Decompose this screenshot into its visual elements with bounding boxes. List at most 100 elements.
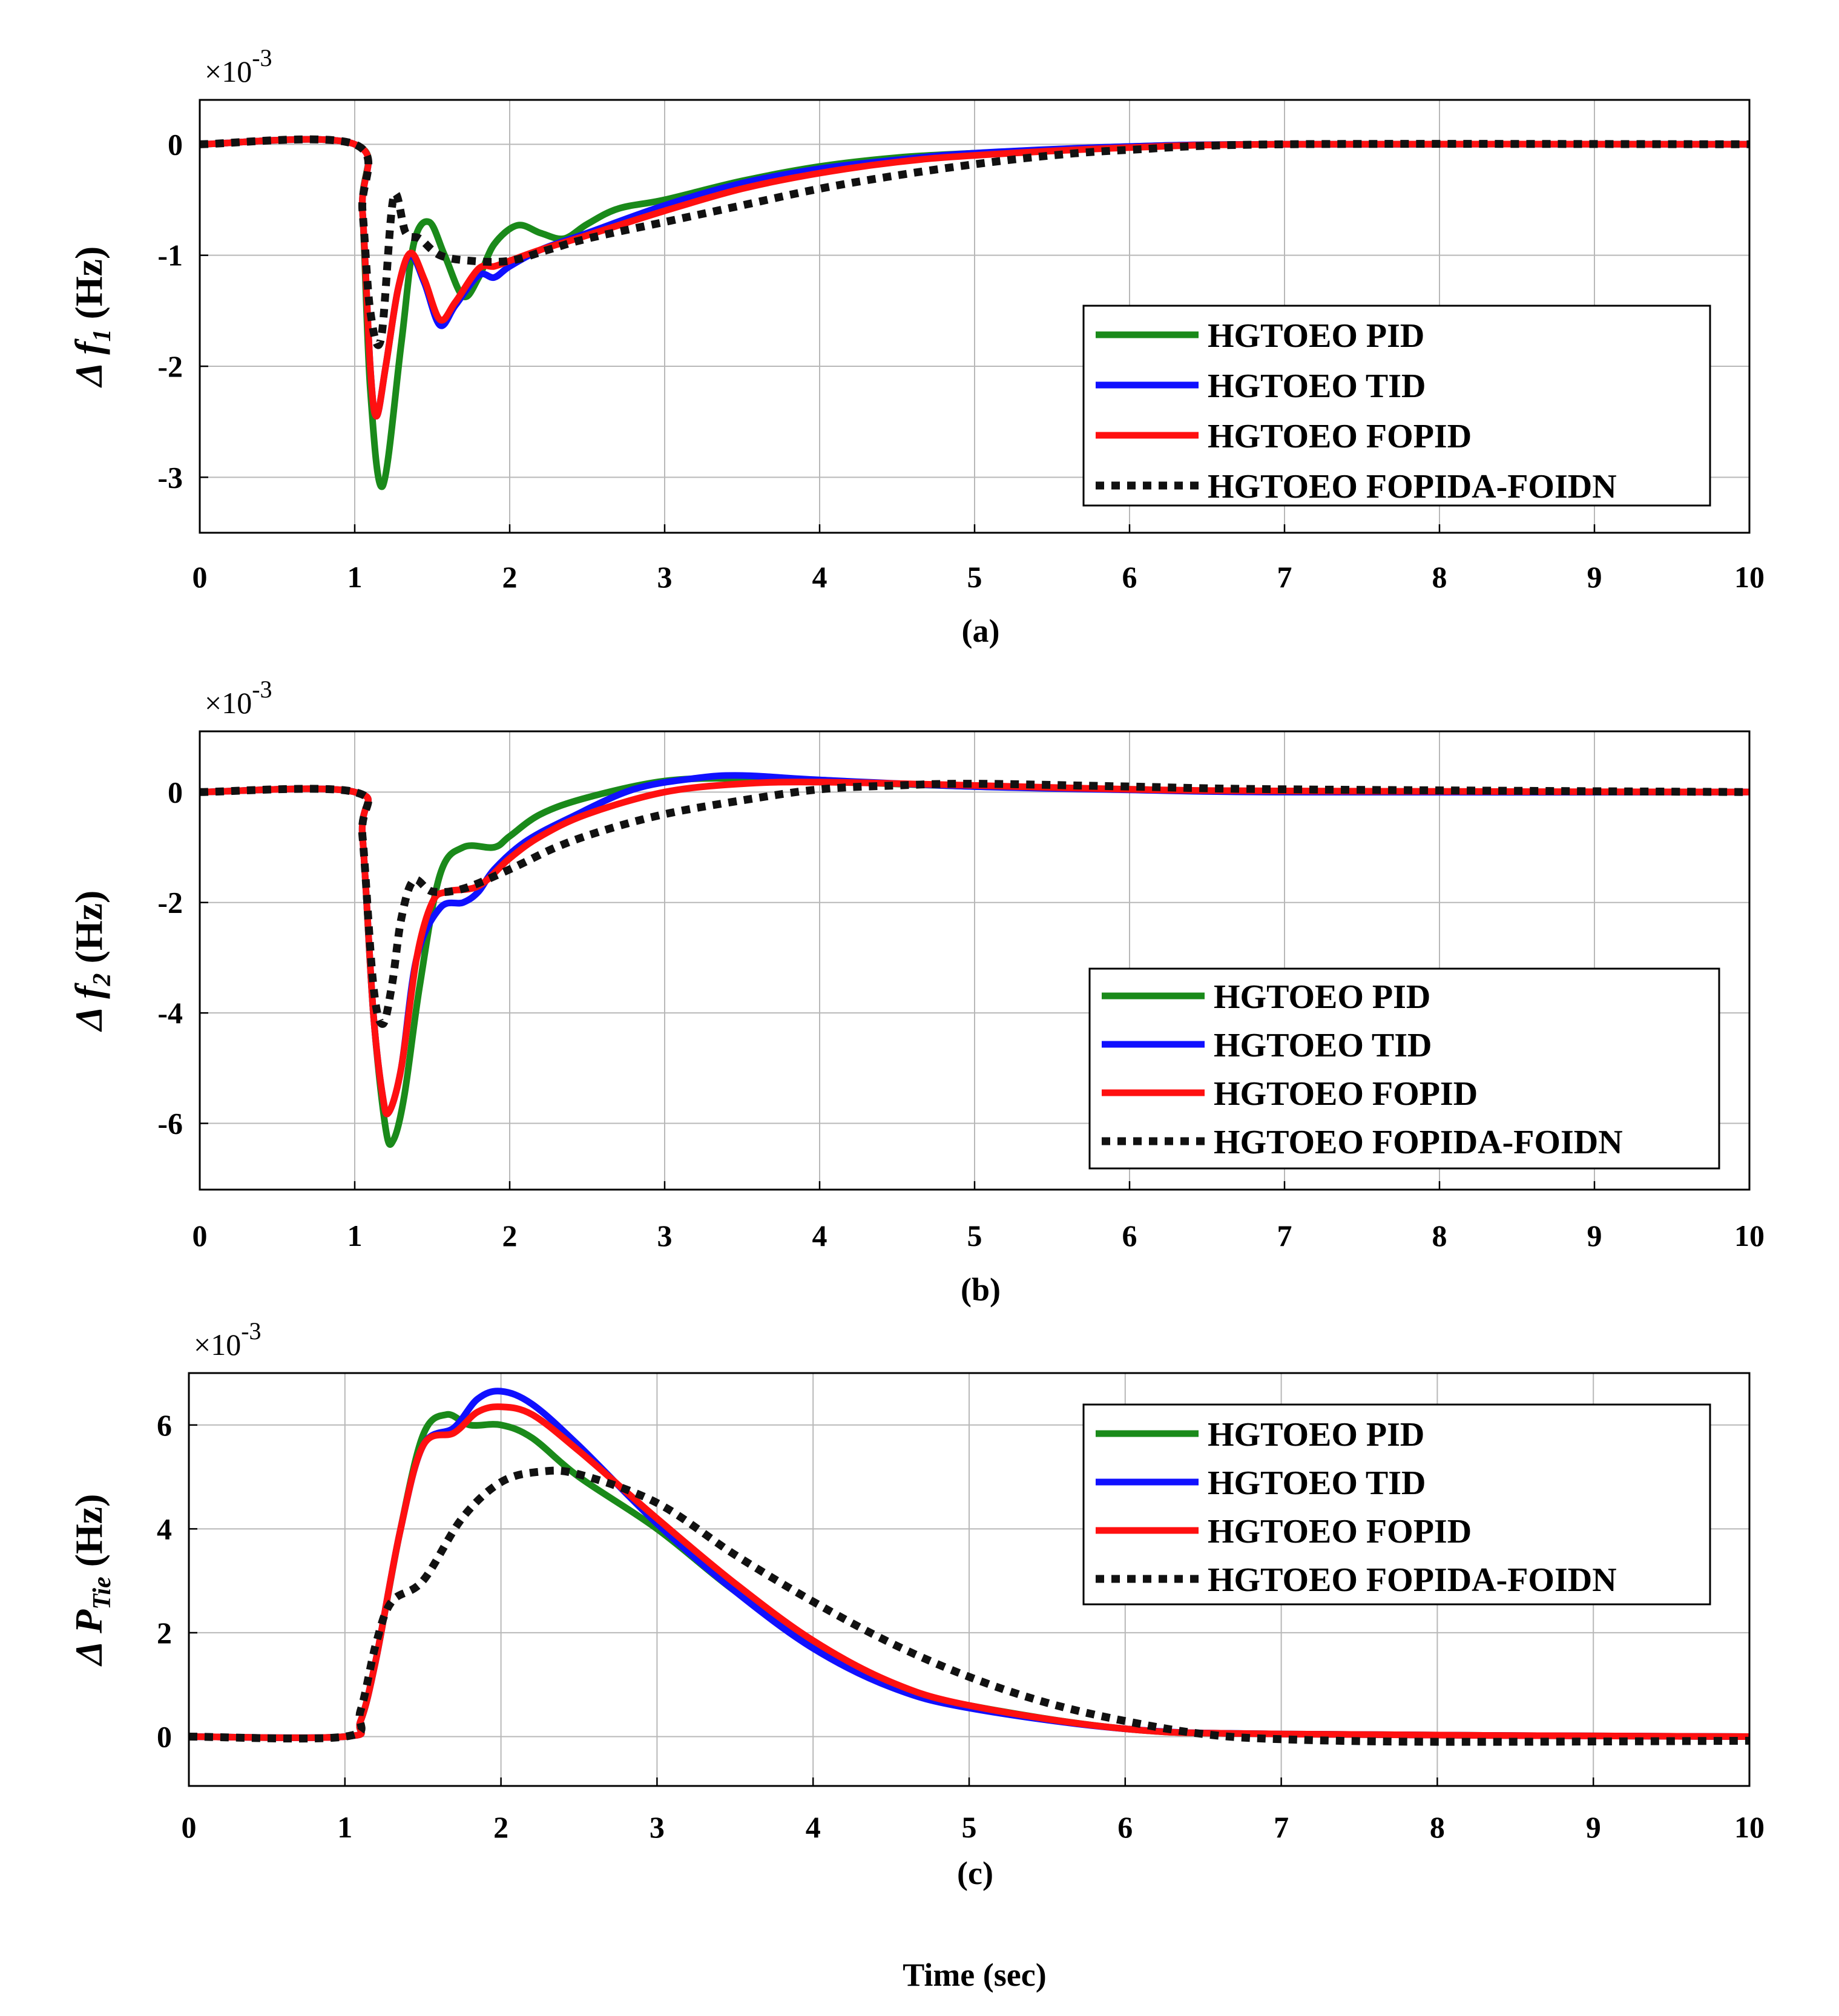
y-tick-label: 0 (168, 775, 183, 809)
x-tick-label: 4 (812, 560, 827, 594)
panel-b: 0 1 2 3 4 5 6 7 8 9 10 0 -2 -4 -6 ×10-3 Δ f2 (Hz) (b) HGTO… (67, 676, 1765, 1308)
x-tick-label: 6 (1122, 1219, 1137, 1253)
legend-box (1082, 1403, 1711, 1606)
y-label-unit: (Hz) (67, 246, 110, 329)
y-axis-label: Δ f2 (Hz) (67, 891, 116, 1033)
axes-frame (199, 730, 1751, 1191)
exponent-label: ×10-3 (205, 44, 272, 88)
legend-label: HGTOEO TID (1208, 1464, 1426, 1502)
x-tick-label: 3 (657, 1219, 673, 1253)
series-line-hgtoeo-fopida-foidn (200, 780, 1749, 1028)
x-tick-label: 0 (192, 1219, 208, 1253)
legend-label: HGTOEO FOPIDA-FOIDN (1214, 1124, 1623, 1161)
x-tick-label: 9 (1586, 1810, 1601, 1844)
x-tick-label: 8 (1432, 1219, 1447, 1253)
y-tick-label: -6 (157, 1107, 183, 1141)
y-axis-label: Δ f1 (Hz) (67, 246, 116, 389)
exponent-power: -3 (241, 1317, 261, 1345)
x-tick-label: 1 (347, 560, 363, 594)
y-label-symbol: Δ (67, 999, 110, 1033)
series-line-hgtoeo-fopida-foidn (200, 135, 1749, 349)
y-tick-label: 0 (157, 1720, 172, 1754)
panel-caption: (b) (961, 1271, 1001, 1308)
x-tick-label: 10 (1734, 1219, 1765, 1253)
x-tick-label: 8 (1432, 560, 1447, 594)
y-label-sub: Tie (88, 1576, 116, 1609)
y-label-symbol: Δ (67, 355, 110, 389)
legend-label: HGTOEO FOPID (1208, 418, 1472, 455)
x-tick-label: 1 (337, 1810, 352, 1844)
exponent-power: -3 (252, 676, 272, 703)
panel-caption: (a) (962, 613, 1000, 649)
x-tick-label: 6 (1122, 560, 1137, 594)
y-label-unit: (Hz) (67, 891, 110, 973)
x-tick-label: 3 (657, 560, 673, 594)
x-tick-label: 9 (1587, 1219, 1602, 1253)
y-tick-label: -4 (157, 996, 183, 1030)
series-line-hgtoeo-fopid (189, 1403, 1749, 1741)
exponent-label: ×10-3 (205, 676, 272, 720)
x-tick-label: 0 (192, 560, 208, 594)
legend-label: HGTOEO FOPID (1214, 1075, 1478, 1113)
y-tick-label: -2 (157, 886, 183, 920)
x-tick-label: 1 (347, 1219, 363, 1253)
legend-label: HGTOEO PID (1208, 1416, 1424, 1454)
legend: HGTOEO PID HGTOEO TID HGTOEO FOPID HGTOEO F… (1082, 1403, 1711, 1606)
x-tick-label: 2 (493, 1810, 508, 1844)
x-tick-label: 0 (182, 1810, 197, 1844)
legend-label: HGTOEO PID (1214, 978, 1430, 1016)
panel-c: 0 1 2 3 4 5 6 7 8 9 10 0 2 4 6 ×10-3 Δ PTie (Hz) (c) HGTOE… (67, 1317, 1765, 1891)
series-group (200, 772, 1749, 1148)
x-tick-label: 5 (962, 1810, 977, 1844)
y-tick-label: 2 (157, 1616, 172, 1650)
legend: HGTOEO PID HGTOEO TID HGTOEO FOPID HGTOEO F… (1088, 967, 1720, 1170)
x-tick-label: 10 (1734, 560, 1765, 594)
series-group (200, 135, 1749, 490)
series-line-hgtoeo-fopid (200, 779, 1749, 1118)
axes-frame (188, 1372, 1751, 1787)
x-tick-label: 9 (1587, 560, 1602, 594)
legend-label: HGTOEO FOPID (1208, 1513, 1472, 1550)
x-tick-label: 7 (1277, 1219, 1292, 1253)
y-tick-label: 6 (157, 1408, 172, 1442)
axes-frame (199, 99, 1751, 534)
x-tick-label: 2 (502, 560, 518, 594)
legend-label: HGTOEO TID (1208, 367, 1426, 405)
x-tick-label: 7 (1277, 560, 1292, 594)
exponent-label: ×10-3 (194, 1317, 262, 1362)
legend: HGTOEO PID HGTOEO TID HGTOEO FOPID HGTOEO F… (1082, 305, 1711, 507)
y-tick-label: -3 (157, 460, 183, 494)
y-tick-label: -1 (157, 239, 183, 272)
x-tick-label: 4 (812, 1219, 827, 1253)
x-tick-label: 5 (967, 560, 982, 594)
x-tick-label: 7 (1274, 1810, 1289, 1844)
y-tick-label: 4 (157, 1512, 172, 1546)
y-axis-label: Δ PTie (Hz) (67, 1494, 116, 1667)
series-line-hgtoeo-fopida-foidn (189, 1466, 1749, 1746)
y-label-sub: 2 (88, 973, 116, 986)
x-tick-label: 4 (806, 1810, 821, 1844)
x-tick-label: 8 (1430, 1810, 1445, 1844)
y-tick-label: 0 (168, 127, 183, 161)
legend-label: HGTOEO FOPIDA-FOIDN (1208, 468, 1617, 506)
panel-caption: (c) (957, 1855, 993, 1891)
panel-a: 0 1 2 3 4 5 6 7 8 9 100-1-2-3×10-3Δ f1 (Hz)(a)HGTO… (67, 44, 1765, 649)
x-tick-label: 3 (650, 1810, 665, 1844)
x-tick-label: 5 (967, 1219, 982, 1253)
legend-label: HGTOEO TID (1214, 1027, 1432, 1064)
y-label-var: P (67, 1609, 110, 1634)
legend-label: HGTOEO PID (1208, 317, 1424, 355)
y-label-unit: (Hz) (67, 1494, 110, 1577)
x-tick-label: 10 (1734, 1810, 1765, 1844)
x-tick-label: 6 (1117, 1810, 1133, 1844)
exponent-power: -3 (252, 44, 272, 71)
series-group (189, 1388, 1749, 1746)
y-label-sub: 1 (88, 329, 116, 341)
legend-box (1088, 967, 1720, 1170)
x-tick-label: 2 (502, 1219, 518, 1253)
x-axis-title: Time (sec) (903, 1957, 1046, 1993)
legend-box (1082, 305, 1711, 507)
y-tick-label: -2 (157, 349, 183, 383)
y-label-symbol: Δ (67, 1633, 110, 1667)
